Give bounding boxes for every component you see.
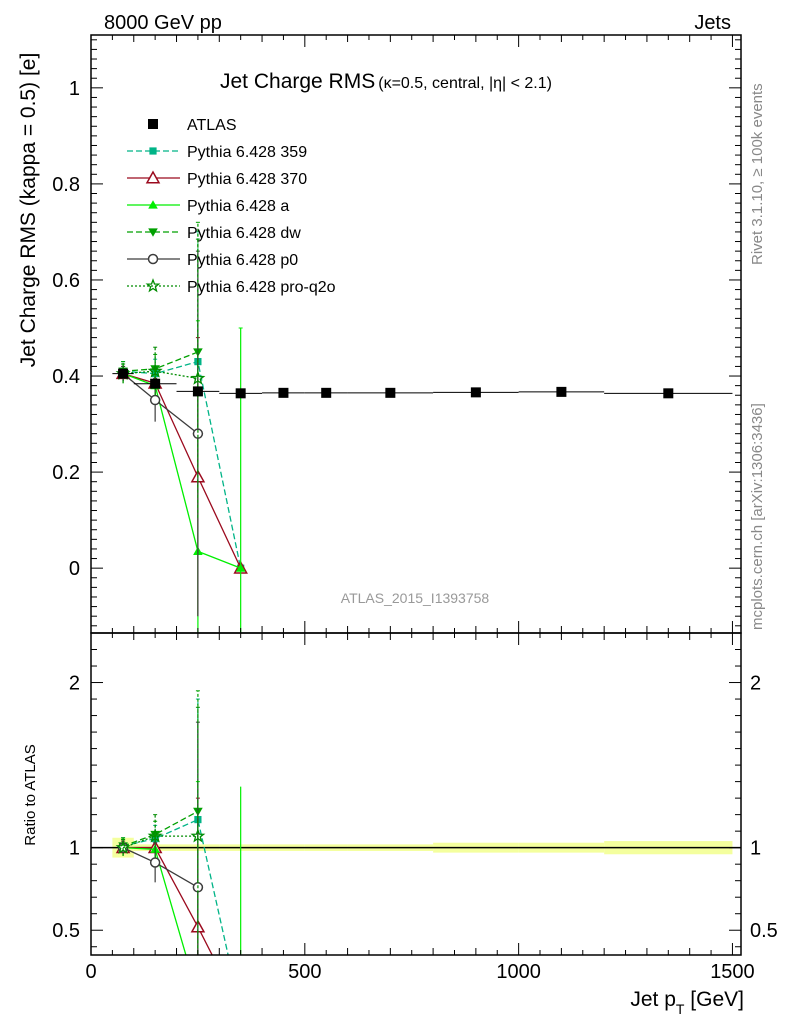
series-marker — [192, 428, 204, 439]
series-ratio-1 — [115, 797, 213, 955]
series-ratio-5 — [115, 706, 206, 955]
series-marker — [149, 857, 161, 868]
series-line — [122, 373, 199, 435]
legend-label: Pythia 6.428 370 — [187, 171, 307, 188]
data-marker — [663, 388, 674, 399]
atlas-data-layer — [112, 368, 733, 399]
chart-legend: ATLAS Pythia 6.428 359 Pythia 6.428 370 Pyt… — [127, 117, 336, 296]
data-marker — [118, 368, 129, 379]
series-marker — [145, 278, 161, 293]
analysis-watermark: ATLAS_2015_I1393758 — [341, 590, 490, 606]
legend-label: Pythia 6.428 p0 — [187, 252, 298, 269]
series-marker — [190, 828, 206, 843]
series-marker — [149, 147, 157, 155]
x-tick-label: 500 — [288, 961, 321, 983]
y-tick-label: 0 — [69, 558, 80, 580]
ratio-uncertainty-band — [91, 837, 741, 858]
rivet-version-label: Rivet 3.1.10, ≥ 100k events — [749, 83, 766, 265]
series-marker — [147, 253, 159, 265]
header-energy-label: 8000 GeV pp — [104, 12, 222, 34]
chart-series-layer — [115, 221, 248, 955]
data-marker — [470, 387, 481, 398]
legend-item: Pythia 6.428 p0 — [127, 252, 298, 269]
series-marker — [235, 563, 246, 572]
x-axis-label: Jet pT [GeV] — [630, 988, 744, 1017]
y-axis-label: Jet Charge RMS (kappa = 0.5) [e] — [17, 53, 40, 368]
ratio-tick-label: 2 — [69, 673, 80, 695]
y-tick-label: 0.2 — [52, 462, 80, 484]
x-tick-label: 1000 — [496, 961, 541, 983]
legend-label: Pythia 6.428 dw — [187, 225, 301, 242]
legend-item: ATLAS — [148, 117, 237, 134]
series-main-1 — [115, 337, 248, 617]
legend-label: Pythia 6.428 a — [187, 198, 289, 215]
y-tick-label: 0.8 — [52, 174, 80, 196]
ratio-axis-label: Ratio to ATLAS — [22, 744, 39, 845]
legend-label: ATLAS — [187, 117, 237, 134]
ratio-tick-label-right: 0.5 — [750, 920, 778, 942]
legend-label: Pythia 6.428 pro-q2o — [187, 279, 336, 296]
mcplots-credit-label: mcplots.cern.ch [arXiv:1306:3436] — [749, 403, 766, 630]
y-tick-label: 1 — [69, 78, 80, 100]
series-ratio-line — [122, 818, 229, 955]
ratio-tick-label: 0.5 — [52, 920, 80, 942]
ratio-plot-frame — [90, 632, 742, 956]
header-process-label: Jets — [694, 12, 731, 34]
series-line — [122, 373, 241, 569]
series-ratio-2 — [118, 781, 242, 955]
series-marker — [190, 370, 206, 385]
series-ratio-line — [123, 847, 187, 955]
data-marker — [556, 386, 567, 397]
series-marker — [147, 363, 163, 378]
y-tick-label: 0.6 — [52, 270, 80, 292]
ratio-tick-label-right: 1 — [750, 838, 761, 860]
series-marker — [147, 828, 163, 843]
ratio-tick-label: 1 — [69, 838, 80, 860]
series-marker — [149, 394, 161, 406]
data-marker — [385, 387, 396, 398]
series-ratio-line — [123, 847, 213, 955]
data-marker — [278, 387, 289, 398]
legend-item: Pythia 6.428 dw — [127, 225, 301, 242]
data-marker — [321, 387, 332, 398]
series-marker — [148, 200, 158, 209]
legend-item: Pythia 6.428 pro-q2o — [127, 278, 336, 296]
legend-item: Pythia 6.428 a — [127, 198, 289, 215]
data-marker — [150, 378, 161, 389]
legend-item: Pythia 6.428 359 — [127, 144, 307, 161]
series-line — [123, 351, 199, 372]
legend-label: Pythia 6.428 359 — [187, 144, 307, 161]
series-marker — [115, 839, 131, 854]
series-line — [122, 373, 242, 569]
chart-title: Jet Charge RMS (κ=0.5, central, |η| < 2.1… — [220, 70, 552, 93]
legend-item: Pythia 6.428 370 — [127, 170, 307, 188]
series-main-4 — [117, 250, 204, 617]
series-main-2 — [118, 320, 246, 633]
series-ratio-3 — [118, 690, 203, 932]
data-marker — [235, 388, 246, 399]
data-marker — [148, 119, 158, 129]
y-tick-label: 0.4 — [52, 366, 80, 388]
series-ratio-line — [122, 810, 199, 847]
series-line — [123, 360, 242, 569]
series-marker — [148, 228, 158, 237]
x-tick-label: 0 — [85, 961, 96, 983]
x-tick-label: 1500 — [710, 961, 755, 983]
chart-axes: 0 500 1000 1500 0 0.2 0.4 0.6 0.8 1 0.5 0.5 1 1 2 2 — [52, 34, 778, 983]
series-line — [123, 370, 199, 380]
series-marker — [145, 170, 161, 184]
data-marker — [192, 386, 203, 397]
ratio-tick-label-right: 2 — [750, 673, 761, 695]
